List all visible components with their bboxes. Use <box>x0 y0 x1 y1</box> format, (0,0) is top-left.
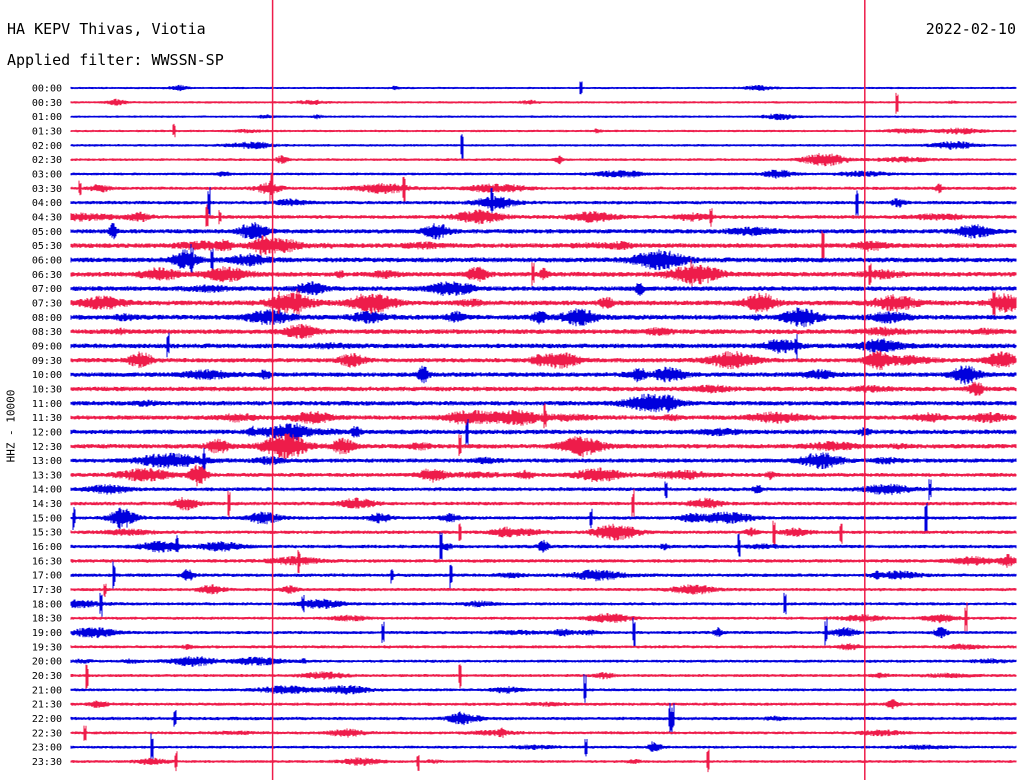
row-label: 23:30 <box>32 757 62 768</box>
row-label: 21:30 <box>32 700 62 711</box>
row-label: 17:30 <box>32 585 62 596</box>
trace-row <box>70 134 1017 160</box>
row-label: 14:30 <box>32 499 62 510</box>
row-label: 22:30 <box>32 728 62 739</box>
date-label: 2022-02-10 <box>925 20 1016 38</box>
row-label: 06:00 <box>32 255 62 266</box>
row-label: 01:00 <box>32 112 62 123</box>
row-labels: 00:00 00:30 01:00 01:30 02:00 02:30 03:00 03:30… <box>32 84 62 769</box>
row-label: 11:00 <box>32 399 62 410</box>
row-label: 09:00 <box>32 341 62 352</box>
row-label: 11:30 <box>32 413 62 424</box>
row-label: 12:00 <box>32 427 62 438</box>
row-label: 15:30 <box>32 528 62 539</box>
row-label: 23:00 <box>32 743 62 754</box>
row-label: 01:30 <box>32 126 62 137</box>
row-label: 06:30 <box>32 270 62 281</box>
row-label: 10:30 <box>32 384 62 395</box>
trace-rows <box>70 81 1017 773</box>
row-label: 02:00 <box>32 141 62 152</box>
trace-row <box>70 592 1017 617</box>
trace-row <box>70 733 1017 759</box>
row-label: 09:30 <box>32 356 62 367</box>
row-label: 08:30 <box>32 327 62 338</box>
row-label: 19:00 <box>32 628 62 639</box>
row-label: 21:00 <box>32 685 62 696</box>
row-label: 00:00 <box>32 84 62 95</box>
row-label: 22:00 <box>32 714 62 725</box>
row-label: 07:00 <box>32 284 62 295</box>
trace-row <box>70 92 1017 114</box>
row-label: 15:00 <box>32 513 62 524</box>
row-label: 18:00 <box>32 599 62 610</box>
row-label: 16:00 <box>32 542 62 553</box>
station-title: HA KEPV Thivas, Viotia <box>7 20 206 38</box>
trace-row <box>70 204 1017 227</box>
row-label: 04:00 <box>32 198 62 209</box>
row-label: 13:00 <box>32 456 62 467</box>
row-label: 20:00 <box>32 657 62 668</box>
row-label: 07:30 <box>32 298 62 309</box>
row-label: 03:30 <box>32 184 62 195</box>
filter-label: Applied filter: WWSSN-SP <box>7 51 224 69</box>
trace-row <box>70 674 1017 703</box>
row-label: 20:30 <box>32 671 62 682</box>
row-label: 02:30 <box>32 155 62 166</box>
trace-row <box>70 403 1017 429</box>
row-label: 04:30 <box>32 212 62 223</box>
row-label: 18:30 <box>32 614 62 625</box>
row-label: 00:30 <box>32 98 62 109</box>
row-label: 08:00 <box>32 313 62 324</box>
row-label: 16:30 <box>32 556 62 567</box>
row-label: 13:30 <box>32 470 62 481</box>
row-label: 12:30 <box>32 442 62 453</box>
row-label: 14:00 <box>32 485 62 496</box>
row-label: 19:30 <box>32 642 62 653</box>
row-label: 03:00 <box>32 169 62 180</box>
row-label: 05:00 <box>32 227 62 238</box>
row-label: 17:00 <box>32 571 62 582</box>
row-label: 05:30 <box>32 241 62 252</box>
time-markers <box>271 0 866 780</box>
trace-row <box>70 664 1017 689</box>
row-label: 10:00 <box>32 370 62 381</box>
